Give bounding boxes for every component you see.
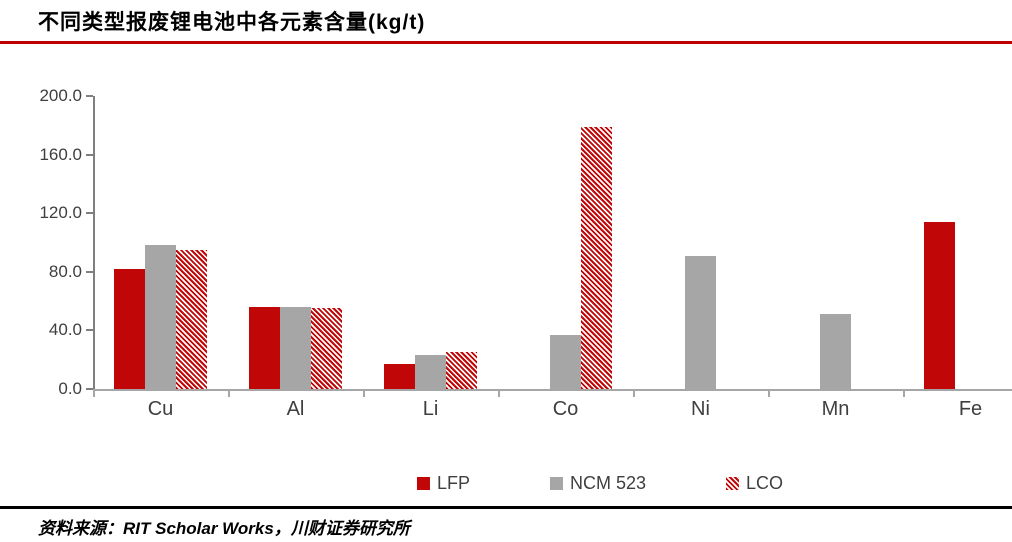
bar-lfp-li bbox=[384, 364, 415, 389]
bar-ncm523-al bbox=[280, 307, 311, 389]
y-tick-mark bbox=[86, 153, 93, 156]
legend-item-ncm523: NCM 523 bbox=[549, 473, 647, 494]
bar-ncm523-mn bbox=[820, 314, 851, 389]
x-category-label-cu: Cu bbox=[147, 398, 174, 420]
legend-item-lco: LCO bbox=[726, 473, 783, 494]
x-category-label-co: Co bbox=[552, 398, 579, 420]
y-tick-label: 200.0 bbox=[39, 86, 82, 105]
bar-ncm523-ni bbox=[685, 255, 716, 389]
y-tick-label: 80.0 bbox=[48, 261, 82, 281]
bar-lco-li bbox=[446, 352, 477, 389]
y-tick-label: 0.0 bbox=[58, 379, 82, 398]
x-tick-mark bbox=[633, 389, 635, 397]
bar-group-al bbox=[228, 307, 363, 389]
bar-group-ni bbox=[633, 255, 768, 389]
x-category-label-al: Al bbox=[286, 398, 305, 420]
bar-lfp-cu bbox=[114, 268, 145, 389]
y-tick-mark bbox=[86, 270, 93, 273]
bar-group-cu bbox=[93, 245, 228, 389]
bar-group-fe bbox=[903, 222, 1012, 389]
footer-rule bbox=[0, 506, 1012, 509]
chart-title: 不同类型报废锂电池中各元素含量(kg/t) bbox=[38, 11, 426, 34]
y-tick-label: 160.0 bbox=[39, 144, 82, 164]
bar-lco-al bbox=[311, 308, 342, 389]
bar-ncm523-cu bbox=[145, 245, 176, 389]
x-tick-mark bbox=[768, 389, 770, 397]
x-category-label-mn: Mn bbox=[821, 398, 850, 420]
bar-group-co bbox=[498, 126, 633, 389]
x-axis-category-labels: Cu Al Li Co Ni Mn Fe bbox=[93, 398, 1012, 421]
bar-lco-cu bbox=[176, 249, 207, 389]
bar-lfp-al bbox=[249, 307, 280, 389]
legend-label: LFP bbox=[436, 473, 470, 493]
y-tick-mark bbox=[86, 212, 93, 215]
x-tick-mark bbox=[903, 389, 905, 397]
y-axis-line bbox=[93, 96, 95, 389]
bar-groups bbox=[93, 96, 1012, 389]
y-tick-label: 40.0 bbox=[48, 320, 82, 340]
y-tick-mark bbox=[86, 388, 93, 390]
x-tick-mark bbox=[363, 389, 365, 397]
bar-group-mn bbox=[768, 314, 903, 389]
source-note: 资料来源：RIT Scholar Works，川财证券研究所 bbox=[38, 519, 410, 538]
x-category-label-ni: Ni bbox=[691, 398, 710, 420]
title-underline-rule bbox=[0, 41, 1012, 44]
legend-swatch-icon bbox=[726, 477, 740, 490]
x-axis-line bbox=[93, 389, 1012, 391]
x-category-label-fe: Fe bbox=[958, 398, 983, 420]
bar-ncm523-co bbox=[550, 334, 581, 389]
legend-item-lfp: LFP bbox=[416, 473, 470, 494]
legend-swatch-icon bbox=[416, 477, 430, 490]
legend-label: NCM 523 bbox=[569, 473, 647, 493]
bar-lco-co bbox=[581, 126, 612, 389]
bar-ncm523-li bbox=[415, 355, 446, 389]
x-tick-mark bbox=[228, 389, 230, 397]
y-tick-label: 120.0 bbox=[39, 203, 82, 223]
x-tick-mark bbox=[498, 389, 500, 397]
bar-group-li bbox=[363, 352, 498, 389]
legend-label: LCO bbox=[746, 473, 784, 493]
legend-swatch-icon bbox=[549, 477, 563, 490]
x-category-label-li: Li bbox=[422, 398, 439, 420]
bar-lfp-fe bbox=[924, 222, 955, 389]
y-tick-mark bbox=[86, 95, 93, 97]
x-tick-mark bbox=[93, 389, 95, 397]
chart-legend: LFP NCM 523 LCO bbox=[416, 473, 783, 494]
y-tick-mark bbox=[86, 329, 93, 332]
